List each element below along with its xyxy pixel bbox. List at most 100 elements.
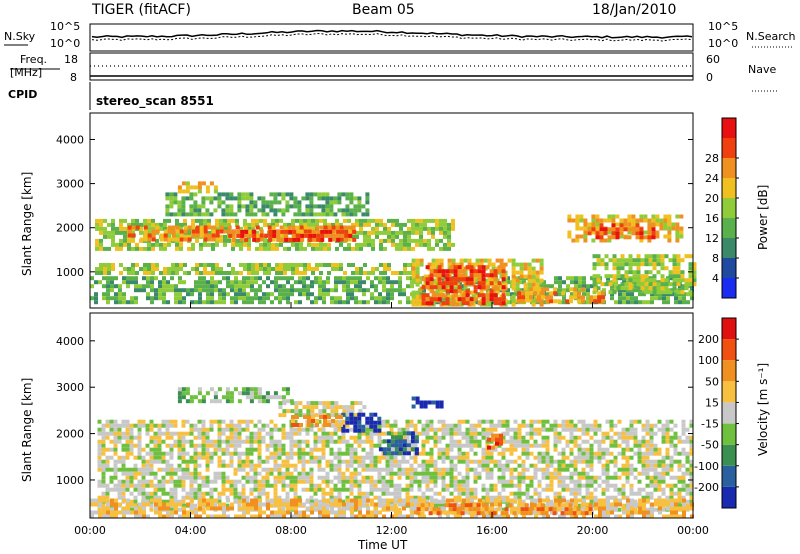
heat-cell: [233, 495, 238, 500]
heat-cell: [181, 423, 186, 428]
heat-cell: [97, 427, 102, 432]
heat-cell: [349, 451, 354, 456]
heat-cell: [259, 237, 264, 242]
heat-cell: [579, 226, 584, 231]
heat-cell: [294, 280, 298, 285]
heat-cell: [640, 278, 645, 283]
heat-cell: [661, 467, 666, 472]
heat-cell: [393, 499, 398, 504]
heat-cell: [284, 237, 289, 242]
heat-cell: [173, 439, 178, 444]
heat-cell: [445, 423, 450, 428]
heat-cell: [577, 295, 582, 300]
heat-cell: [521, 443, 526, 448]
heat-cell: [181, 204, 186, 209]
heat-cell: [337, 495, 342, 500]
heat-cell: [181, 196, 186, 201]
heat-cell: [447, 238, 451, 243]
heat-cell: [320, 229, 325, 234]
heat-cell: [135, 263, 139, 267]
heat-cell: [157, 443, 162, 448]
heat-cell: [305, 487, 310, 492]
heat-cell: [331, 237, 336, 242]
heat-cell: [449, 431, 454, 436]
heat-cell: [273, 443, 278, 448]
heat-cell: [249, 212, 254, 217]
heat-cell: [621, 491, 626, 496]
heat-cell: [173, 443, 178, 448]
heat-cell: [549, 295, 554, 300]
heat-cell: [365, 423, 370, 428]
heat-cell: [449, 479, 454, 484]
heat-cell: [546, 284, 550, 289]
heat-cell: [165, 419, 170, 424]
heat-cell: [125, 431, 130, 436]
heat-cell: [217, 204, 222, 209]
heat-cell: [129, 451, 134, 456]
heat-cell: [370, 284, 374, 289]
heat-cell: [273, 483, 278, 488]
heat-cell: [425, 423, 430, 428]
heat-cell: [398, 284, 402, 289]
heat-cell: [158, 284, 162, 289]
heat-cell: [617, 435, 622, 440]
heat-cell: [245, 495, 250, 500]
heat-cell: [411, 262, 416, 267]
heat-cell: [377, 459, 382, 464]
heat-cell: [169, 212, 174, 217]
heat-cell: [259, 218, 263, 223]
heat-cell: [278, 292, 282, 297]
heat-cell: [297, 431, 302, 436]
heat-cell: [375, 234, 379, 239]
heat-cell: [277, 467, 282, 472]
heat-cell: [317, 427, 322, 432]
heat-cell: [293, 427, 298, 432]
heat-cell: [403, 263, 407, 267]
heat-cell: [381, 503, 386, 508]
heat-cell: [617, 475, 622, 480]
heat-cell: [161, 419, 166, 424]
heat-cell: [215, 229, 220, 234]
heat-cell: [237, 200, 242, 205]
heat-cell: [349, 447, 354, 452]
heat-cell: [179, 229, 184, 234]
heat-cell: [473, 495, 478, 500]
heat-cell: [419, 258, 424, 263]
heat-cell: [402, 292, 406, 297]
heat-cell: [437, 285, 442, 290]
heat-cell: [183, 229, 188, 234]
heat-cell: [113, 447, 118, 452]
heat-cell: [113, 431, 118, 436]
heat-cell: [485, 297, 490, 302]
heat-cell: [609, 423, 614, 428]
heat-cell: [357, 487, 362, 492]
heat-cell: [411, 302, 416, 307]
heat-cell: [134, 276, 138, 281]
heat-cell: [689, 443, 694, 448]
heat-cell: [431, 266, 436, 271]
heat-cell: [571, 238, 576, 243]
heat-cell: [429, 455, 434, 460]
heat-cell: [596, 274, 601, 279]
heat-cell: [678, 300, 682, 305]
heat-cell: [122, 280, 126, 285]
heat-cell: [268, 237, 273, 242]
heat-cell: [279, 271, 283, 275]
heat-cell: [337, 479, 342, 484]
heat-cell: [199, 229, 204, 234]
heat-cell: [453, 463, 458, 468]
heat-cell: [597, 291, 602, 296]
heat-cell: [255, 271, 259, 275]
heat-cell: [511, 270, 516, 275]
heat-cell: [235, 242, 239, 247]
heat-cell: [357, 439, 362, 444]
heat-cell: [253, 204, 258, 209]
heat-cell: [119, 246, 123, 251]
heat-cell: [665, 495, 670, 500]
heat-cell: [177, 507, 182, 512]
heat-cell: [365, 491, 370, 496]
heat-cell: [135, 225, 140, 230]
heat-cell: [677, 503, 682, 508]
heat-cell: [131, 233, 136, 238]
heat-cell: [162, 284, 166, 289]
